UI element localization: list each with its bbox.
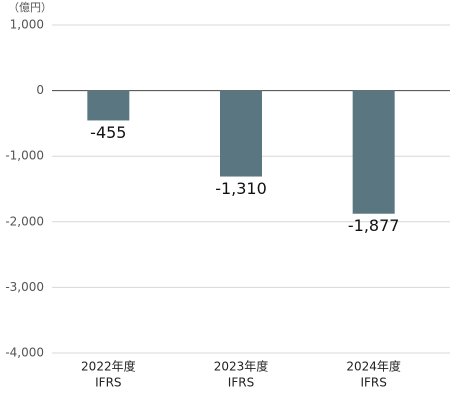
x-tick-sublabel: IFRS (95, 376, 121, 390)
value-label: -455 (90, 123, 126, 142)
y-tick-label: -1,000 (5, 149, 44, 163)
unit-label: （億円） (8, 1, 52, 14)
x-tick-sublabel: IFRS (360, 376, 386, 390)
bar (220, 90, 262, 177)
value-label: -1,310 (215, 179, 267, 198)
value-label: -1,877 (348, 216, 400, 235)
y-tick-label: 0 (36, 83, 44, 97)
y-tick-label: -4,000 (5, 346, 44, 360)
x-tick-sublabel: IFRS (228, 376, 254, 390)
bar (352, 90, 395, 214)
y-tick-label: 1,000 (10, 18, 44, 32)
bar (87, 90, 130, 121)
x-tick-label: 2022年度 (81, 359, 136, 374)
y-tick-label: -3,000 (5, 280, 44, 294)
x-tick-label: 2024年度 (346, 359, 401, 374)
y-tick-label: -2,000 (5, 214, 44, 228)
x-tick-label: 2023年度 (214, 359, 269, 374)
